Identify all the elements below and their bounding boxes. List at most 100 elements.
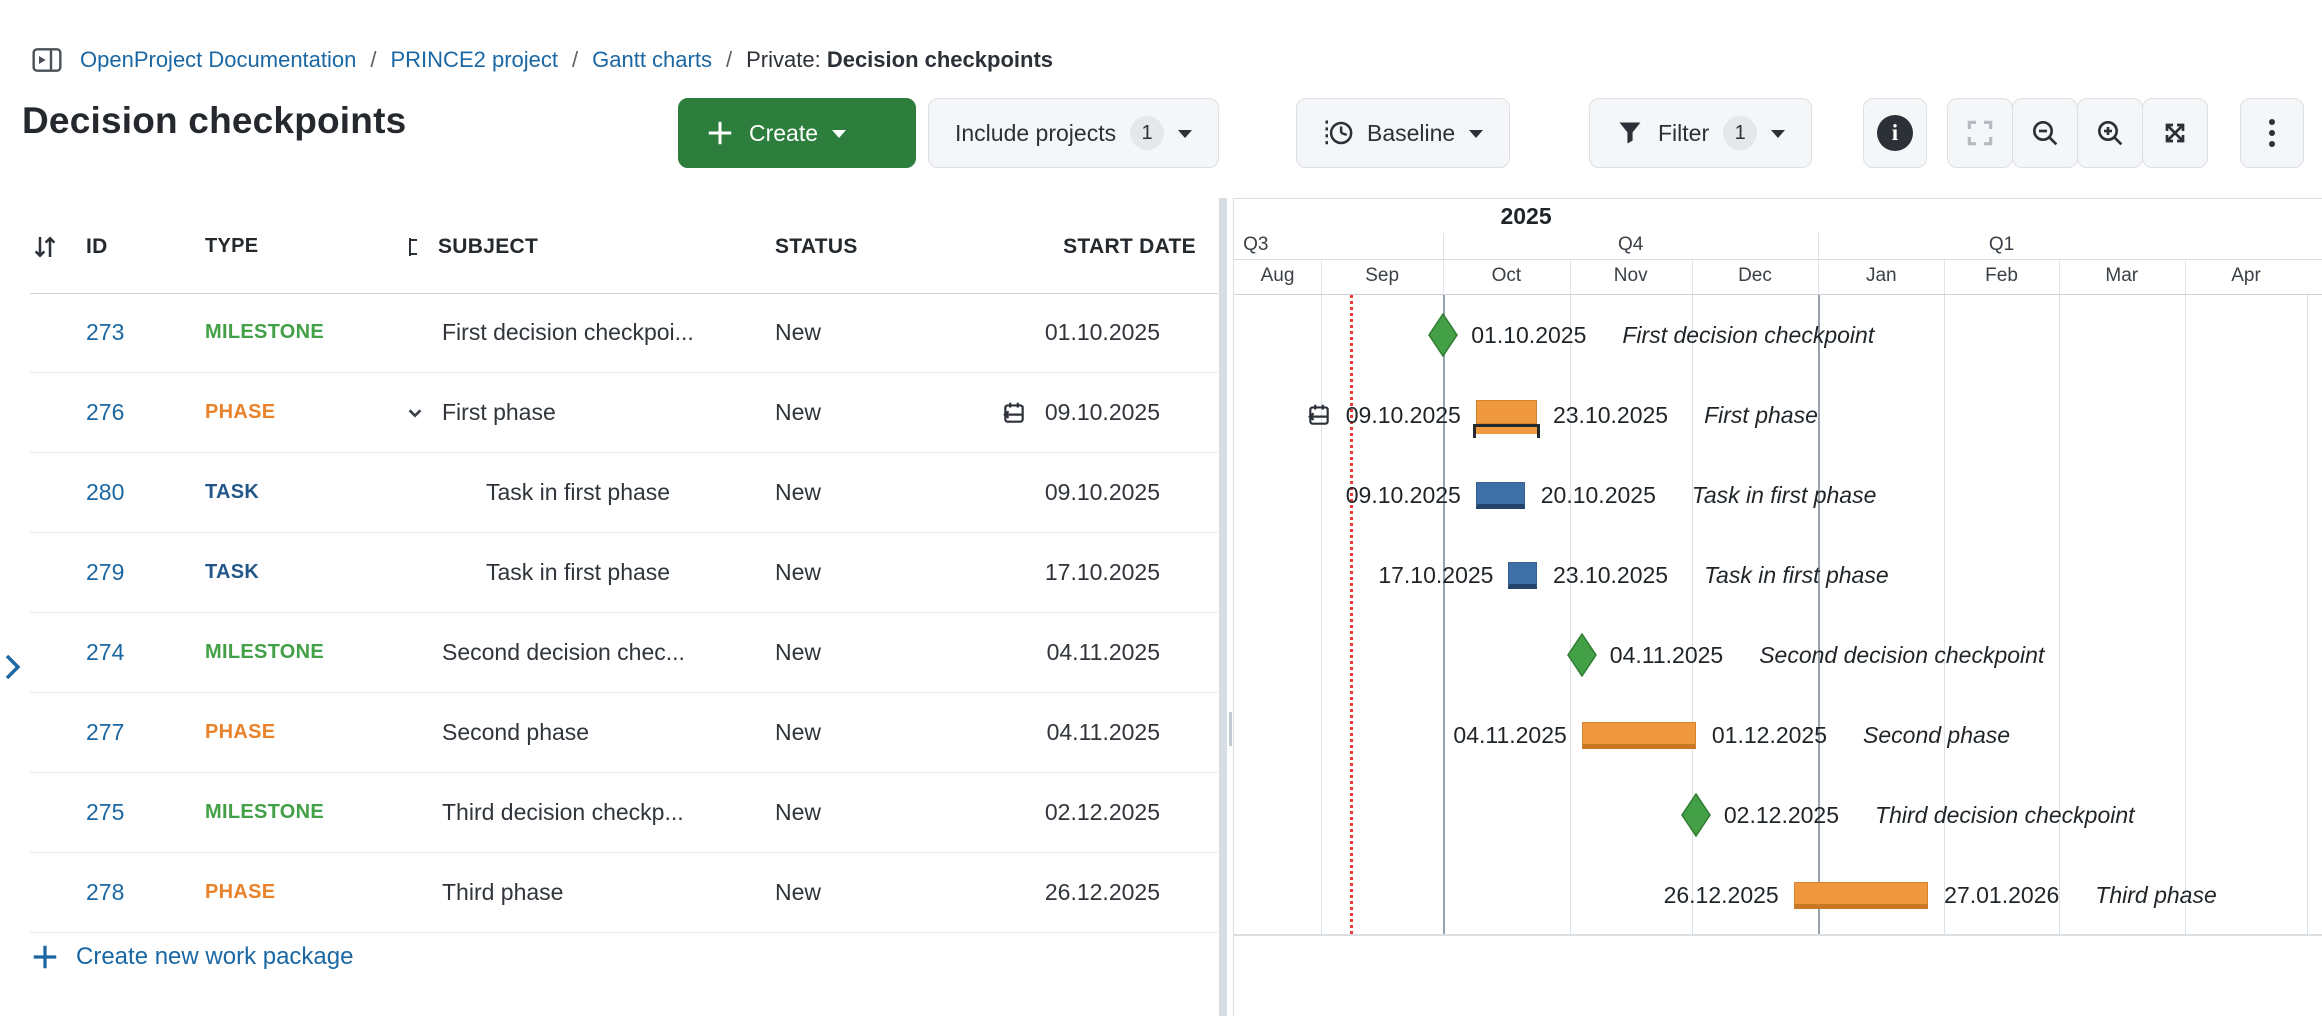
work-package-subject[interactable]: Third phase [442, 879, 564, 905]
work-package-id-link[interactable]: 275 [86, 799, 125, 825]
sort-indicator-icon[interactable] [30, 232, 80, 262]
fullscreen-button[interactable] [1947, 98, 2013, 168]
work-package-subject[interactable]: Task in first phase [486, 559, 671, 585]
work-package-start-date[interactable]: 17.10.2025 [1044, 559, 1160, 585]
pane-resize-divider[interactable] [1219, 198, 1227, 1016]
work-package-status[interactable]: New [775, 719, 822, 745]
gantt-milestone-diamond[interactable] [1566, 633, 1597, 677]
work-package-type-label[interactable]: PHASE [205, 401, 276, 423]
work-package-subject[interactable]: First decision checkpoi... [442, 319, 694, 345]
column-header-type[interactable]: TYPE [205, 235, 259, 257]
work-package-status[interactable]: New [775, 879, 822, 905]
breadcrumb: OpenProject Documentation / PRINCE2 proj… [28, 42, 1053, 78]
zoom-out-button[interactable] [2012, 98, 2078, 168]
gantt-month-label: Nov [1613, 265, 1648, 286]
table-row[interactable]: 273 MILESTONE First decision checkpoi...… [30, 293, 1218, 373]
include-projects-button[interactable]: Include projects 1 [928, 98, 1220, 168]
table-row[interactable]: 280 TASK Task in first phase New 09.10.2… [30, 453, 1218, 533]
work-package-id-link[interactable]: 278 [86, 879, 125, 905]
collapse-children-chevron-icon[interactable] [402, 400, 428, 426]
table-row[interactable]: 276 PHASE First phase New 09.10.2025 [30, 373, 1218, 453]
work-package-start-date[interactable]: 04.11.2025 [1046, 639, 1160, 665]
work-package-type-label[interactable]: MILESTONE [205, 801, 325, 823]
work-package-status[interactable]: New [775, 639, 822, 665]
gantt-start-date-label: 17.10.2025 [1378, 535, 1493, 615]
work-package-status[interactable]: New [775, 559, 822, 585]
work-package-subject[interactable]: Third decision checkp... [442, 799, 684, 825]
work-package-subject[interactable]: Second phase [442, 719, 590, 745]
work-package-type-label[interactable]: TASK [205, 481, 260, 503]
breadcrumb-separator: / [725, 47, 733, 72]
table-row[interactable]: 279 TASK Task in first phase New 17.10.2… [30, 533, 1218, 613]
gantt-month-gridline [1818, 295, 1821, 934]
filter-button[interactable]: Filter 1 [1589, 98, 1813, 168]
create-new-work-package-link[interactable]: Create new work package [30, 942, 353, 972]
work-package-status[interactable]: New [775, 479, 822, 505]
work-package-start-date[interactable]: 09.10.2025 [1044, 479, 1160, 505]
filter-count-badge: 1 [1723, 116, 1758, 150]
work-package-status[interactable]: New [775, 319, 822, 345]
gantt-phase-bar[interactable] [1475, 400, 1537, 424]
breadcrumb-link-documentation[interactable]: OpenProject Documentation [80, 47, 357, 72]
gantt-month-row: Aug Sep Oct Nov Dec Jan Feb Mar Apr [1234, 260, 2322, 295]
gantt-item-name: Second decision checkpoint [1759, 641, 2045, 668]
sidebar-toggle-icon[interactable] [28, 44, 66, 76]
column-header-start-date[interactable]: START DATE [1063, 234, 1196, 258]
work-package-start-date[interactable]: 02.12.2025 [1044, 799, 1160, 825]
gantt-phase-bar[interactable] [1581, 722, 1696, 749]
work-package-type-label[interactable]: MILESTONE [205, 321, 325, 343]
expand-sidebar-chevron-icon[interactable] [2, 648, 24, 686]
table-row[interactable]: 275 MILESTONE Third decision checkp... N… [30, 773, 1218, 853]
baseline-button[interactable]: Baseline [1296, 98, 1511, 168]
column-header-subject[interactable]: SUBJECT [400, 235, 775, 259]
manually-scheduled-icon [1306, 402, 1332, 428]
work-package-type-label[interactable]: MILESTONE [205, 641, 325, 663]
work-package-start-date[interactable]: 09.10.2025 [965, 399, 1218, 426]
work-package-start-date[interactable]: 26.12.2025 [1044, 879, 1160, 905]
settings-menu-button[interactable] [2240, 98, 2304, 168]
work-package-start-date[interactable]: 04.11.2025 [1046, 719, 1160, 745]
gantt-end-labels: 27.01.2026 Third phase [1944, 855, 2217, 934]
gantt-milestone-diamond[interactable] [1428, 313, 1459, 357]
gantt-item-name: Second phase [1863, 721, 2011, 748]
gantt-month-label: Feb [1985, 265, 2018, 286]
work-package-id-link[interactable]: 279 [86, 559, 125, 585]
breadcrumb-link-project[interactable]: PRINCE2 project [390, 47, 559, 72]
create-button[interactable]: Create [678, 98, 916, 168]
work-package-type-label[interactable]: TASK [205, 561, 260, 583]
gantt-task-bar[interactable] [1508, 562, 1537, 589]
gantt-month-gridline [1944, 295, 1946, 934]
work-package-start-date[interactable]: 01.10.2025 [1044, 319, 1160, 345]
table-row[interactable]: 274 MILESTONE Second decision chec... Ne… [30, 613, 1218, 693]
work-package-subject[interactable]: Task in first phase [486, 479, 671, 505]
work-package-type-label[interactable]: PHASE [205, 881, 276, 903]
gantt-month-gridline [2307, 295, 2309, 934]
work-package-type-label[interactable]: PHASE [205, 721, 276, 743]
gantt-task-bar[interactable] [1475, 482, 1525, 509]
breadcrumb-link-gantt-charts[interactable]: Gantt charts [592, 47, 712, 72]
gantt-milestone-diamond[interactable] [1680, 793, 1711, 837]
work-package-id-link[interactable]: 280 [86, 479, 125, 505]
work-package-status[interactable]: New [775, 399, 822, 425]
work-package-status[interactable]: New [775, 799, 822, 825]
zoom-out-icon [2033, 121, 2058, 146]
work-package-id-link[interactable]: 276 [86, 399, 125, 425]
info-button[interactable]: i [1863, 98, 1927, 168]
column-header-id[interactable]: ID [86, 234, 108, 258]
work-package-id-link[interactable]: 274 [86, 639, 125, 665]
zoom-auto-button[interactable] [2142, 98, 2208, 168]
column-header-status[interactable]: STATUS [775, 234, 858, 258]
table-row[interactable]: 278 PHASE Third phase New 26.12.2025 [30, 853, 1218, 933]
work-package-id-link[interactable]: 277 [86, 719, 125, 745]
work-package-subject[interactable]: Second decision chec... [442, 639, 685, 665]
table-row[interactable]: 277 PHASE Second phase New 04.11.2025 [30, 693, 1218, 773]
gantt-start-date-label: 09.10.2025 [1346, 455, 1461, 535]
gantt-quarter-row: Q3 Q4 Q1 [1234, 233, 2322, 260]
work-package-subject[interactable]: First phase [442, 399, 556, 425]
work-package-id-link[interactable]: 273 [86, 319, 125, 345]
breadcrumb-separator: / [370, 47, 377, 72]
zoom-in-button[interactable] [2077, 98, 2143, 168]
gantt-chart-body: 01.10.2025 First decision checkpoint 09.10… [1234, 295, 2322, 936]
gantt-phase-bar[interactable] [1793, 882, 1929, 909]
gantt-quarter-label: Q1 [1988, 234, 2015, 255]
